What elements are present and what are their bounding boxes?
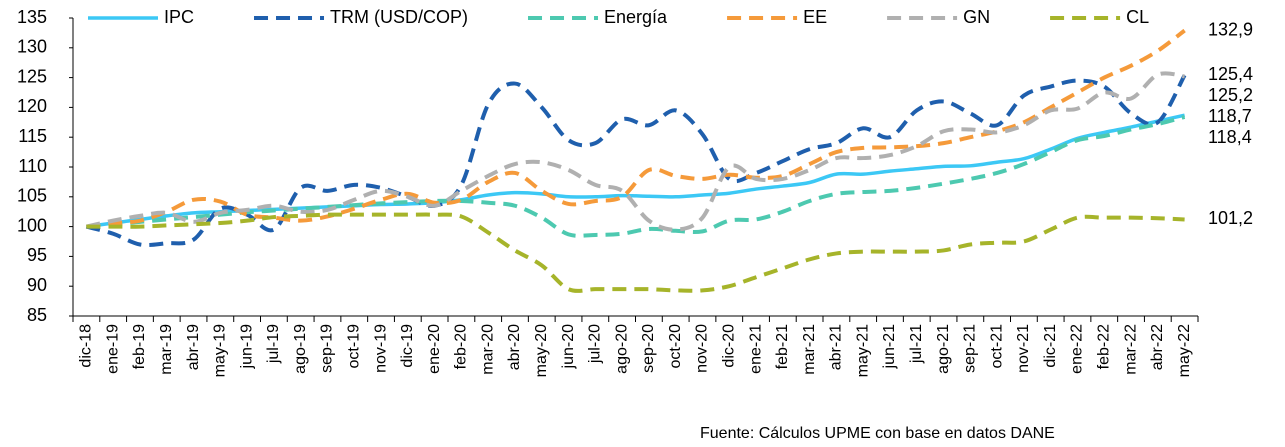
x-tick-label: sep-20: [640, 324, 657, 373]
x-tick-label: may-22: [1176, 324, 1193, 377]
series-line: [85, 71, 1185, 232]
legend-label: GN: [963, 7, 990, 27]
x-tick-label: jul-21: [908, 324, 925, 364]
end-label: 101,2: [1208, 208, 1253, 228]
x-tick-label: nov-20: [694, 324, 711, 373]
legend-label: CL: [1126, 7, 1149, 27]
y-tick-label: 125: [17, 66, 47, 86]
y-tick-label: 85: [27, 305, 47, 325]
x-tick-label: sep-19: [319, 324, 336, 373]
x-tick-label: ago-19: [292, 324, 309, 374]
x-tick-label: ene-19: [104, 324, 121, 374]
x-tick-label: ago-21: [935, 324, 952, 374]
x-tick-label: jul-19: [265, 324, 282, 364]
series-line: [86, 113, 1185, 229]
y-tick-label: 130: [17, 37, 47, 57]
x-tick-label: feb-20: [453, 324, 470, 369]
end-label: 125,4: [1208, 64, 1253, 84]
x-tick-label: may-19: [212, 324, 229, 377]
x-tick-label: jul-20: [587, 324, 604, 364]
x-tick-label: dic-21: [1042, 324, 1059, 368]
x-tick-label: may-20: [533, 324, 550, 377]
legend-label: EE: [803, 7, 827, 27]
x-tick-label: sep-21: [962, 324, 979, 373]
x-tick-label: feb-21: [774, 324, 791, 369]
legend-label: IPC: [164, 7, 194, 27]
x-tick-label: jun-19: [238, 324, 255, 370]
x-tick-label: abr-22: [1149, 324, 1166, 370]
x-tick-label: abr-21: [828, 324, 845, 370]
series-line: [86, 115, 1186, 238]
y-tick-label: 115: [18, 126, 47, 146]
x-tick-label: mar-20: [479, 324, 496, 375]
y-tick-label: 105: [17, 186, 47, 206]
x-tick-label: ene-20: [426, 324, 443, 374]
x-tick-label: mar-19: [158, 324, 175, 375]
x-tick-label: feb-22: [1095, 324, 1112, 369]
y-tick-label: 100: [17, 215, 47, 235]
end-label: 125,2: [1208, 85, 1253, 105]
x-tick-label: dic-18: [78, 324, 95, 368]
series-line: [85, 74, 1187, 248]
x-tick-label: jun-21: [881, 324, 898, 370]
x-tick-label: mar-21: [801, 324, 818, 375]
end-label: 118,7: [1208, 106, 1252, 126]
source-note: Fuente: Cálculos UPME con base en datos …: [700, 425, 1055, 442]
x-tick-label: oct-21: [988, 324, 1005, 369]
x-tick-label: abr-19: [185, 324, 202, 370]
x-tick-label: may-21: [854, 324, 871, 377]
x-tick-label: oct-20: [667, 324, 684, 369]
x-tick-label: abr-20: [506, 324, 523, 370]
x-tick-label: nov-21: [1015, 324, 1032, 373]
legend-label: TRM (USD/COP): [330, 7, 468, 27]
x-tick-label: feb-19: [131, 324, 148, 369]
x-tick-label: mar-22: [1122, 324, 1139, 375]
end-label: 132,9: [1208, 19, 1253, 39]
x-tick-label: dic-20: [720, 324, 737, 368]
end-label: 118,4: [1208, 127, 1252, 147]
x-tick-label: ene-21: [747, 324, 764, 374]
x-tick-label: dic-19: [399, 324, 416, 368]
y-tick-label: 135: [17, 7, 47, 27]
y-tick-label: 90: [27, 275, 47, 295]
x-tick-label: ago-20: [613, 324, 630, 374]
x-tick-label: jun-20: [560, 324, 577, 370]
y-tick-label: 95: [27, 245, 47, 265]
series-line: [86, 212, 1185, 293]
x-tick-label: nov-19: [372, 324, 389, 373]
y-tick-label: 110: [18, 156, 47, 176]
x-tick-label: ene-22: [1069, 324, 1086, 374]
legend-label: Energía: [604, 7, 668, 27]
x-tick-label: oct-19: [345, 324, 362, 369]
y-tick-label: 120: [17, 96, 47, 116]
